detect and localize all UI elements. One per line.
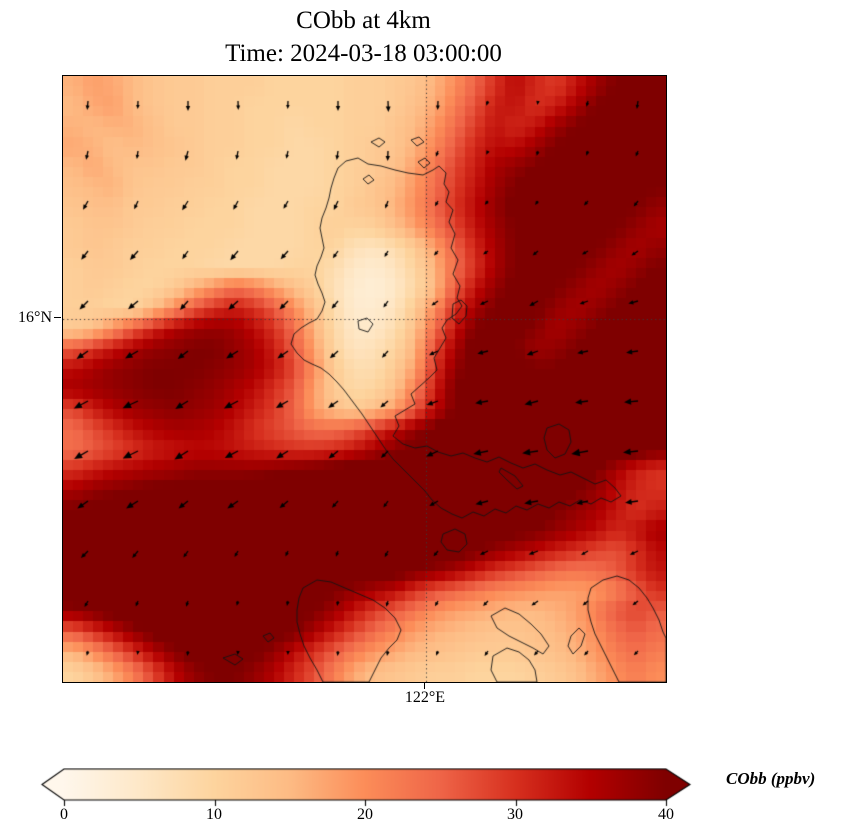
plot-subtitle: Time: 2024-03-18 03:00:00 [225,40,502,67]
x-tick-label: 122°E [404,689,446,706]
map-plot [62,75,667,683]
colorbar-tick-label-4: 40 [658,806,674,823]
colorbar-tick-label-3: 30 [507,806,523,823]
y-tick-mark [54,317,61,319]
x-tick-mark [424,682,426,689]
colorbar-label: CObb (ppbv) [726,769,816,788]
y-tick-label: 16°N [18,309,52,326]
colorbar-tick-label-1: 10 [206,806,222,823]
colorbar-tick-label-0: 0 [60,806,68,823]
colorbar-tick-label-2: 20 [357,806,373,823]
heatmap-canvas [63,76,666,682]
plot-title: CObb at 4km [296,7,431,34]
colorbar [40,768,700,810]
